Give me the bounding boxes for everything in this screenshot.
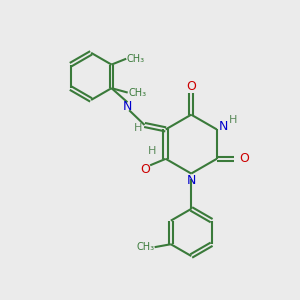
Text: CH₃: CH₃	[136, 242, 154, 252]
Text: N: N	[218, 120, 228, 133]
Text: N: N	[123, 100, 132, 113]
Text: H: H	[148, 146, 157, 157]
Text: CH₃: CH₃	[128, 88, 146, 98]
Text: H: H	[228, 115, 237, 125]
Text: N: N	[187, 173, 196, 187]
Text: CH₃: CH₃	[127, 54, 145, 64]
Text: H: H	[134, 123, 142, 133]
Text: O: O	[239, 152, 249, 165]
Text: O: O	[140, 163, 150, 176]
Text: O: O	[186, 80, 196, 93]
